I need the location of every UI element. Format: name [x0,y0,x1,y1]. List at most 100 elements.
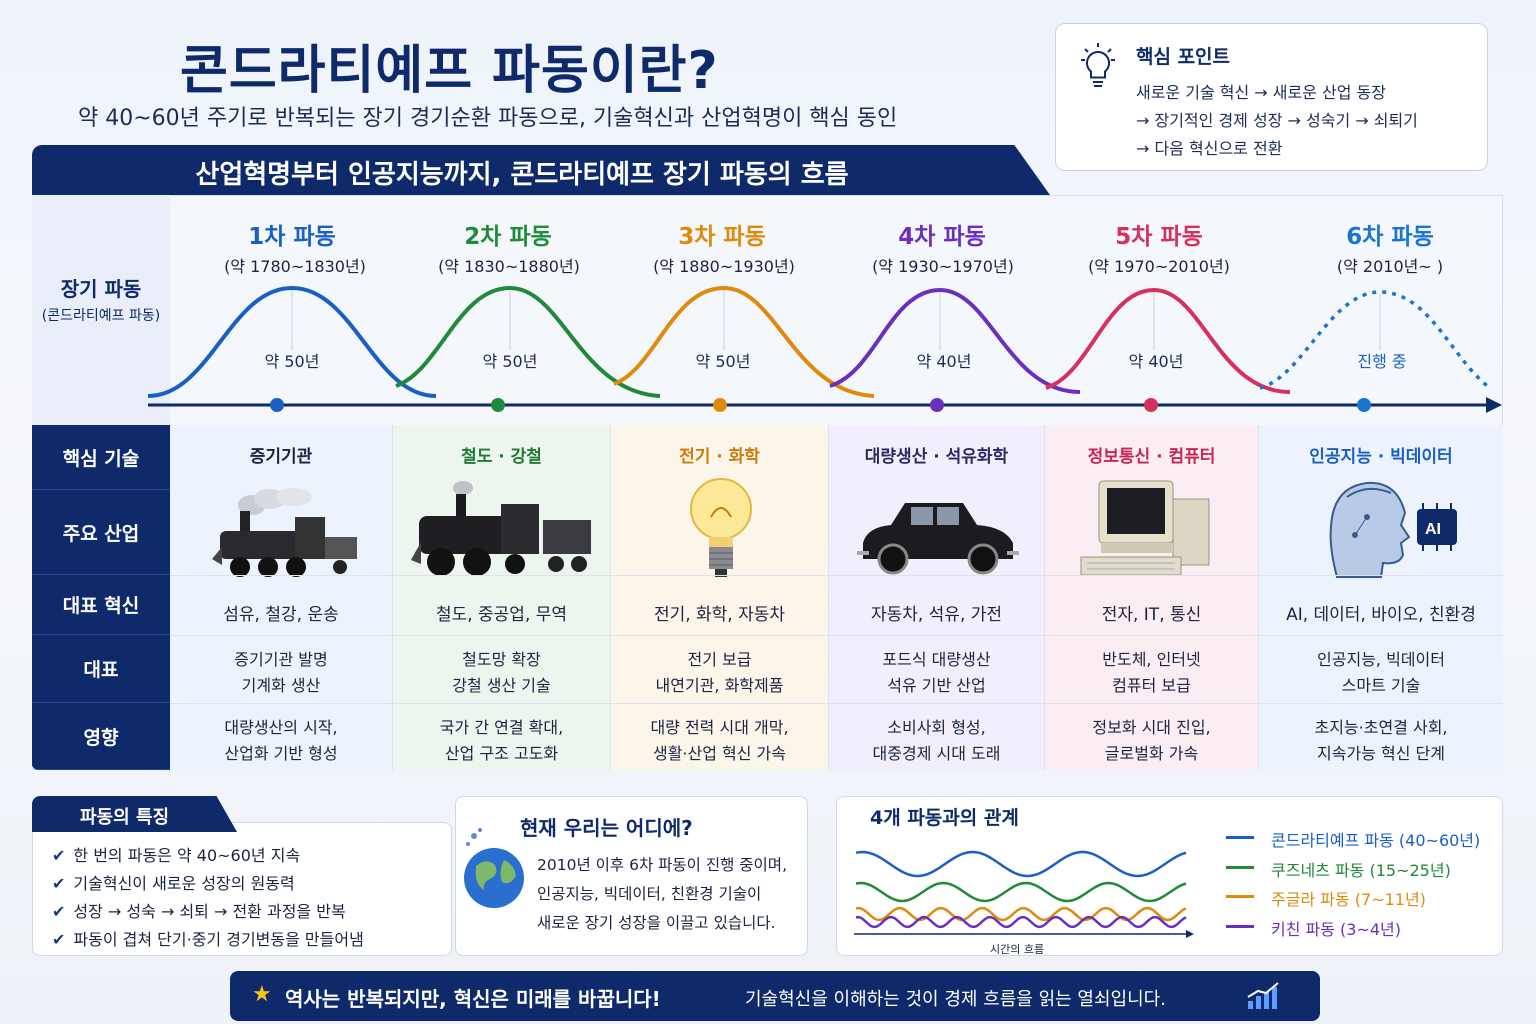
row-label-core-tech: 핵심 기술 [32,425,170,490]
legend-label: 쿠즈네츠 파동 (15~25년) [1271,861,1451,880]
wave-column-3: 전기 · 화학 전기, 화학, 자동차 전기 보급 내연기관, 화학제품 대량 전… [611,425,829,770]
wave-relation-title: 4개 파동과의 관계 [870,807,1019,829]
wave-duration-6: 진행 중 [1357,352,1407,371]
impact: 소비사회 형성, 대중경제 시대 도래 [872,718,1001,763]
key-point-line: → 장기적인 경제 성장 → 성숙기 → 쇠퇴기 [1136,111,1418,130]
wave-title-4: 4차 파동 [898,224,986,250]
check-icon: ✔ [52,902,66,921]
check-icon: ✔ [52,930,66,949]
wave-period-3: (약 1880~1930년) [653,257,795,276]
legend-swatch [1226,836,1254,839]
feature-item: ✔ 한 번의 파동은 약 40~60년 지속 [52,846,301,865]
impact: 초지능·초연결 사회, 지속가능 혁신 단계 [1314,718,1448,763]
current-status-text: 새로운 장기 성장을 이끌고 있습니다. [537,914,776,932]
features-card [32,822,452,956]
wave-curve-1 [147,285,437,398]
core-tech: 전기 · 화학 [679,447,760,467]
axis-arrow-icon [1486,397,1502,413]
page-subtitle: 약 40~60년 주기로 반복되는 장기 경기순환 파동으로, 기술혁신과 산업… [78,106,898,131]
impact: 대량생산의 시작, 산업화 기반 형성 [224,718,338,763]
current-status-title: 현재 우리는 어디에? [520,816,693,840]
star-icon: ★ [252,982,272,1007]
wave-column-4: 대량생산 · 석유화학 자동차, 석유, 가전 포드식 대량생산 석유 기반 산업… [829,425,1045,770]
core-tech: 인공지능 · 빅데이터 [1309,447,1453,467]
wave-title-5: 5차 파동 [1115,224,1203,250]
legend-label: 키친 파동 (3~4년) [1271,920,1402,939]
legend-label: 콘드라티예프 파동 (40~60년) [1271,831,1481,850]
time-axis-label: 시간의 흐름 [990,943,1045,956]
key-point-line: 새로운 기술 혁신 → 새로운 산업 동장 [1136,83,1387,102]
wave-duration-2: 약 50년 [482,352,538,371]
main-industry: AI, 데이터, 바이오, 친환경 [1286,605,1476,625]
steam-locomotive-icon [212,488,357,577]
wave-relation-card [836,796,1503,956]
wave-label-sub: (콘드라티예프 파동) [41,308,161,324]
wave-relation-chart [854,850,1194,938]
footer-headline: 역사는 반복되지만, 혁신은 미래를 바꿉니다! [285,987,661,1011]
core-tech: 대량생산 · 석유화학 [864,447,1009,467]
main-industry: 전기, 화학, 자동차 [653,605,786,625]
banner-title: 산업혁명부터 인공지능까지, 콘드라티예프 장기 파동의 흐름 [195,160,849,190]
growth-chart-icon [1247,982,1279,1009]
footer-message: 기술혁신을 이해하는 것이 경제 흐름을 읽는 열쇠입니다. [745,989,1166,1010]
representative-innovation: 반도체, 인터넷 컴퓨터 보급 [1102,650,1201,695]
main-industry: 자동차, 석유, 가전 [870,605,1003,625]
light-bulb-icon [1081,43,1115,87]
core-tech: 정보통신 · 컴퓨터 [1087,447,1216,467]
wave-curve-2 [395,285,661,398]
wave-column-6: 인공지능 · 빅데이터 AI AI, 데이터, 바이오, 친환경 인공지능, 빅… [1259,425,1503,770]
section-banner: 산업혁명부터 인공지능까지, 콘드라티예프 장기 파동의 흐름 [32,145,1050,195]
wave-title-3: 3차 파동 [678,224,766,250]
feature-item: ✔ 파동이 겹쳐 단기·중기 경기변동을 만들어냄 [52,930,364,949]
representative-innovation: 철도망 확장 강철 생산 기술 [452,650,551,695]
row-label-industry: 주요 산업 [32,490,170,575]
row-divider [170,703,1503,704]
main-industry: 철도, 중공업, 무역 [435,605,568,625]
wave-period-5: (약 1970~2010년) [1088,257,1230,276]
main-industry: 섬유, 철강, 운송 [223,605,339,625]
features-title: 파동의 특징 [32,796,237,832]
wave-period-4: (약 1930~1970년) [872,257,1014,276]
legend-swatch [1226,866,1254,869]
wave-duration-4: 약 40년 [916,352,972,371]
impact: 정보화 시대 진입, 글로벌화 가속 [1092,718,1211,763]
feature-item: ✔ 성장 → 성숙 → 쇠퇴 → 전환 과정을 반복 [52,902,346,921]
core-tech: 철도 · 강철 [461,447,542,467]
legend-swatch [1226,895,1254,898]
legend-label: 주글라 파동 (7~11년) [1271,890,1426,909]
car-icon [857,503,1019,575]
key-points-title: 핵심 포인트 [1136,46,1231,68]
wave-curve-3 [613,285,875,398]
row-divider [170,635,1503,636]
current-status-text: 인공지능, 빅데이터, 친환경 기술이 [537,885,762,903]
check-icon: ✔ [52,846,66,865]
wave-title-2: 2차 파동 [464,224,552,250]
impact: 국가 간 연결 확대, 산업 구조 고도화 [439,718,564,763]
kondratiev-wave-line [855,850,1187,878]
light-bulb-icon [690,478,752,577]
svg-text:AI: AI [1425,521,1441,538]
row-label-representative: 대표 [32,635,170,703]
representative-innovation: 포드식 대량생산 석유 기반 산업 [882,650,991,695]
wave-duration-1: 약 50년 [264,352,320,371]
representative-innovation: 증기기관 발명 기계화 생산 [234,650,328,695]
row-label-innovation: 대표 혁신 [32,575,170,635]
kitchin-wave-line [855,915,1187,929]
juglar-wave-line [855,906,1187,922]
wave-title-1: 1차 파동 [248,224,336,250]
page-title: 콘드라티예프 파동이란? [180,41,719,101]
legend-swatch [1226,925,1254,928]
axis-arrow-icon [1186,930,1194,938]
core-tech: 증기기관 [249,447,313,467]
wave-period-2: (약 1830~1880년) [438,257,580,276]
globe-icon [464,828,524,908]
wave-column-1: 증기기관 섬유, 철강, 운송 증기기관 발명 기계화 생산 대량생산의 시작, 산… [170,425,393,770]
wave-label-box: 장기 파동 (콘드라티예프 파동) [32,195,170,425]
row-divider [170,575,1503,576]
feature-item: ✔ 기술혁신이 새로운 성장의 원동력 [52,874,295,893]
wave-duration-5: 약 40년 [1128,352,1184,371]
check-icon: ✔ [52,874,66,893]
current-status-text: 2010년 이후 6차 파동이 진행 중이며, [537,856,787,874]
wave-label: 장기 파동 [60,277,142,301]
representative-innovation: 전기 보급 내연기관, 화학제품 [655,650,784,695]
